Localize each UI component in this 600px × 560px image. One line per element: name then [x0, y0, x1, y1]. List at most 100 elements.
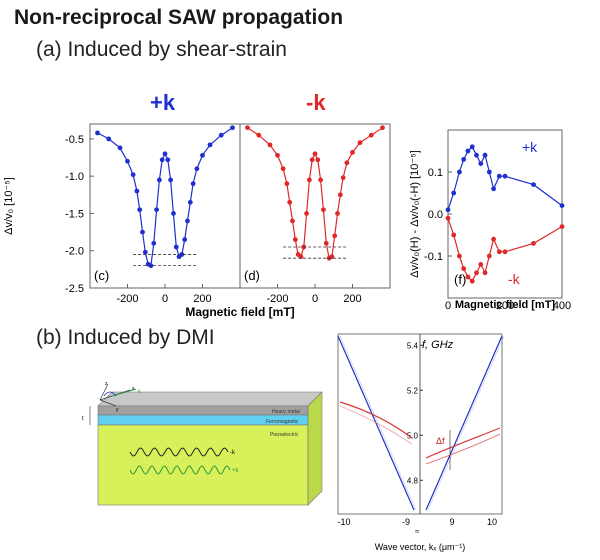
label-heavy-metal: Heavy metal: [272, 409, 300, 415]
ylabel-f: Δv/v₀(H) - Δv/v₀(-H) [10⁻⁵]: [409, 150, 421, 278]
plot-d: [245, 125, 385, 261]
top-face: [97, 391, 323, 407]
data-point: [559, 224, 565, 229]
dmi-blue-branch: [337, 335, 503, 511]
data-point: [200, 152, 205, 158]
data-point: [368, 132, 374, 138]
layer-diagram: Heavy metal Ferromagnetic Piezoelectric …: [82, 381, 323, 506]
data-point: [165, 157, 171, 163]
data-point: [218, 132, 224, 138]
data-point: [335, 211, 340, 216]
data-point: [461, 157, 467, 162]
xtick-label: 0: [312, 293, 318, 305]
axis-z-label: z: [105, 381, 108, 387]
xlabel-f: Magnetic field [mT]: [455, 299, 556, 311]
dmi-red-left: [339, 401, 413, 439]
data-point: [207, 142, 213, 148]
data-point: [185, 218, 190, 224]
axis-break-mark: ≈: [415, 527, 420, 536]
data-point: [292, 237, 298, 242]
minus-k-label: -k: [306, 90, 326, 115]
data-point: [465, 274, 471, 280]
ytick-label: -1.5: [65, 208, 84, 220]
data-point: [117, 145, 123, 151]
data-point: [445, 207, 451, 213]
yticks-f: 0.1 0.0 -0.1: [424, 167, 452, 263]
data-point: [445, 215, 451, 221]
slide-title: Non-reciprocal SAW propagation: [14, 6, 344, 29]
data-point: [267, 142, 273, 148]
data-point: [502, 249, 508, 255]
data-point: [142, 249, 148, 255]
yticks-cd: -0.5 -1.0 -1.5 -2.0 -2.5: [65, 134, 94, 295]
data-point: [491, 186, 496, 192]
data-point: [380, 125, 385, 131]
xtick-label: 200: [193, 293, 211, 305]
data-point: [469, 278, 475, 284]
data-point: [332, 233, 338, 239]
data-point: [151, 240, 157, 246]
xticks-d: -200 0 200: [266, 284, 362, 305]
gap-label: Δf: [436, 436, 445, 446]
label-piezoelectric: Piezoelectric: [270, 432, 299, 438]
data-point: [474, 270, 479, 276]
data-point: [482, 152, 488, 158]
data-point: [321, 207, 326, 213]
data-point: [502, 173, 508, 179]
data-point: [309, 157, 315, 163]
panel-f-label: (f): [454, 272, 466, 287]
xtick-label: -9: [402, 517, 410, 527]
section-b-heading: (b) Induced by DMI: [36, 326, 215, 349]
vector-k-label: k: [138, 389, 141, 395]
label-ferromagnetic: Ferromagnetic: [266, 419, 299, 425]
data-point: [179, 252, 185, 257]
data-point: [478, 161, 484, 166]
xlabel-dmi: Wave vector, kₓ (μm⁻¹): [375, 542, 466, 552]
xtick-label: 0: [445, 300, 451, 312]
plot-c: [95, 125, 235, 269]
xtick-label: 0: [162, 293, 168, 305]
data-point: [245, 125, 250, 131]
wave-minus-k: [129, 447, 229, 457]
data-point: [173, 244, 179, 250]
frame-d: [239, 123, 391, 289]
data-point: [130, 172, 136, 178]
data-point: [125, 158, 130, 164]
xticks-dmi: -10 -9 9 10: [337, 517, 497, 527]
wave-plus-k-label: +k: [232, 468, 240, 474]
data-point: [284, 181, 290, 187]
axis-x-label: x: [132, 386, 135, 392]
data-point: [137, 207, 143, 213]
ytick-label: 5.4: [407, 341, 419, 350]
data-point: [230, 125, 235, 131]
panel-d-label: (d): [244, 268, 260, 283]
data-point: [451, 232, 457, 238]
wave-minus-k-label: -k: [230, 450, 236, 456]
data-point: [140, 229, 145, 235]
plus-k-label: +k: [150, 90, 176, 115]
data-point: [95, 130, 100, 136]
data-point: [457, 169, 462, 175]
dmi-red-right-lower: [425, 433, 501, 465]
data-point: [323, 240, 329, 246]
xlabel-cd: Magnetic field [mT]: [185, 305, 294, 319]
data-point: [159, 157, 165, 163]
data-point: [496, 173, 502, 179]
ytick-label: -2.0: [65, 246, 84, 258]
data-point: [559, 203, 565, 208]
ytick-label: 5.2: [407, 386, 419, 395]
data-point: [357, 140, 363, 146]
data-point: [312, 151, 318, 157]
ytick-label: -0.5: [65, 134, 84, 146]
xtick-label: 9: [449, 517, 454, 527]
data-point: [315, 157, 321, 163]
data-point: [306, 177, 312, 183]
series-line: [247, 127, 383, 260]
data-point: [194, 166, 200, 172]
xticks-c: -200 0 200: [116, 284, 212, 305]
legend-minus-k: -k: [508, 271, 521, 287]
axes-triad: [99, 383, 137, 407]
xtick-label: 10: [487, 517, 497, 527]
data-point: [451, 190, 457, 196]
data-point: [290, 218, 295, 224]
